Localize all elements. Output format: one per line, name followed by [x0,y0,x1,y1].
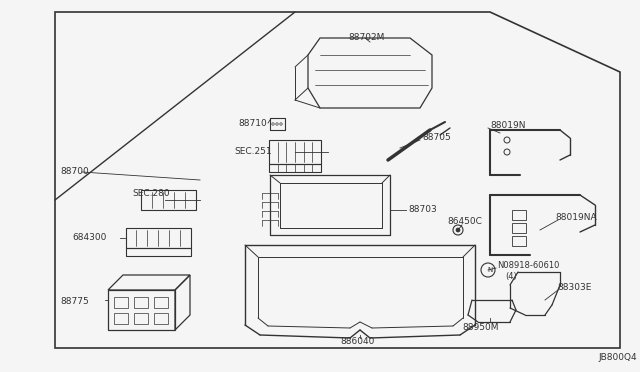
Text: 88019NA: 88019NA [555,214,596,222]
Text: 886040: 886040 [340,337,374,346]
Text: 88705: 88705 [422,132,451,141]
Text: N08918-60610: N08918-60610 [497,260,559,269]
Text: 88700: 88700 [60,167,89,176]
Text: N: N [488,267,493,273]
Text: 88019N: 88019N [490,121,525,129]
Text: 88702M: 88702M [348,33,385,42]
Text: 88775: 88775 [60,298,89,307]
Text: 88703: 88703 [408,205,436,215]
Text: 88950M: 88950M [462,324,499,333]
Text: 86450C: 86450C [447,218,482,227]
Text: (4): (4) [505,272,516,280]
Text: 88303E: 88303E [557,282,591,292]
Text: SEC.251: SEC.251 [234,148,271,157]
Text: SEC.280: SEC.280 [132,189,170,198]
Circle shape [456,228,460,232]
Text: 88710: 88710 [238,119,267,128]
Text: JB800Q4: JB800Q4 [598,353,637,362]
Text: 684300: 684300 [72,234,106,243]
